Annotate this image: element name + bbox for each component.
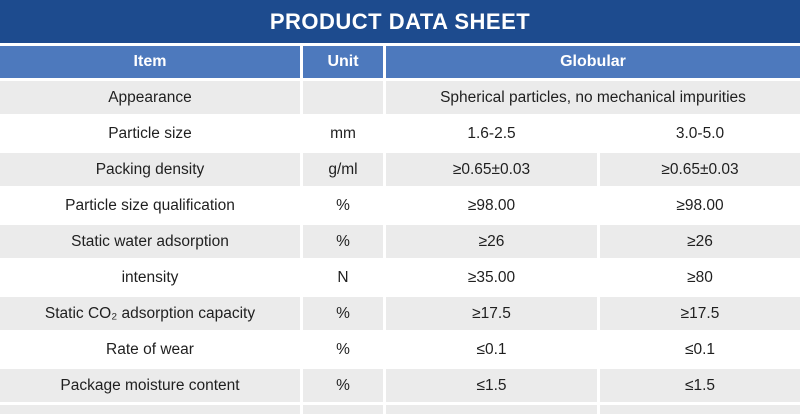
unit-cell: %: [303, 330, 386, 366]
table-row-particle-size-qualification: Particle size qualification % ≥98.00 ≥98…: [0, 186, 800, 222]
item-cell: [0, 402, 303, 414]
unit-cell: [303, 402, 386, 414]
item-cell: Appearance: [0, 78, 303, 114]
page-title: PRODUCT DATA SHEET: [269, 8, 531, 34]
unit-cell: N: [303, 258, 386, 294]
col-header-globular: Globular: [386, 46, 800, 78]
item-cell: Static CO₂ adsorption capacity: [0, 294, 303, 330]
unit-cell: %: [303, 366, 386, 402]
table-row-packing-density: Packing density g/ml ≥0.65±0.03 ≥0.65±0.…: [0, 150, 800, 186]
item-cell: intensity: [0, 258, 303, 294]
partial-clipped-row: [0, 402, 800, 414]
unit-cell: %: [303, 294, 386, 330]
value-cell-1: ≥17.5: [386, 294, 600, 330]
title-bar: PRODUCT DATA SHEET: [0, 0, 800, 46]
value-span-cell: Spherical particles, no mechanical impur…: [386, 78, 800, 114]
value-cell-2: ≥17.5: [600, 294, 800, 330]
col-header-item: Item: [0, 46, 303, 78]
table-row-intensity: intensity N ≥35.00 ≥80: [0, 258, 800, 294]
value-cell-1: [386, 402, 600, 414]
item-cell: Particle size: [0, 114, 303, 150]
item-cell: Package moisture content: [0, 366, 303, 402]
value-cell-1: ≤1.5: [386, 366, 600, 402]
value-cell-2: ≥80: [600, 258, 800, 294]
table-row-static-co2-adsorption: Static CO₂ adsorption capacity % ≥17.5 ≥…: [0, 294, 800, 330]
col-header-unit: Unit: [303, 46, 386, 78]
value-cell-1: ≥26: [386, 222, 600, 258]
value-cell-1: 1.6-2.5: [386, 114, 600, 150]
value-cell-1: ≥98.00: [386, 186, 600, 222]
value-cell-2: [600, 402, 800, 414]
table-row-rate-of-wear: Rate of wear % ≤0.1 ≤0.1: [0, 330, 800, 366]
value-cell-1: ≥35.00: [386, 258, 600, 294]
header-row: Item Unit Globular: [0, 46, 800, 78]
unit-cell: [303, 78, 386, 114]
unit-cell: mm: [303, 114, 386, 150]
value-cell-2: ≤0.1: [600, 330, 800, 366]
unit-cell: %: [303, 222, 386, 258]
value-cell-2: ≥98.00: [600, 186, 800, 222]
unit-cell: g/ml: [303, 150, 386, 186]
item-cell: Static water adsorption: [0, 222, 303, 258]
table-row-package-moisture-content: Package moisture content % ≤1.5 ≤1.5: [0, 366, 800, 402]
table-row-appearance: Appearance Spherical particles, no mecha…: [0, 78, 800, 114]
unit-cell: %: [303, 186, 386, 222]
item-cell: Packing density: [0, 150, 303, 186]
item-cell: Particle size qualification: [0, 186, 303, 222]
spec-table: Item Unit Globular Appearance Spherical …: [0, 46, 800, 414]
value-cell-2: ≥0.65±0.03: [600, 150, 800, 186]
value-cell-2: ≥26: [600, 222, 800, 258]
table-row-static-water-adsorption: Static water adsorption % ≥26 ≥26: [0, 222, 800, 258]
value-cell-1: ≤0.1: [386, 330, 600, 366]
value-cell-2: ≤1.5: [600, 366, 800, 402]
table-row-particle-size: Particle size mm 1.6-2.5 3.0-5.0: [0, 114, 800, 150]
value-cell-2: 3.0-5.0: [600, 114, 800, 150]
value-cell-1: ≥0.65±0.03: [386, 150, 600, 186]
item-cell: Rate of wear: [0, 330, 303, 366]
